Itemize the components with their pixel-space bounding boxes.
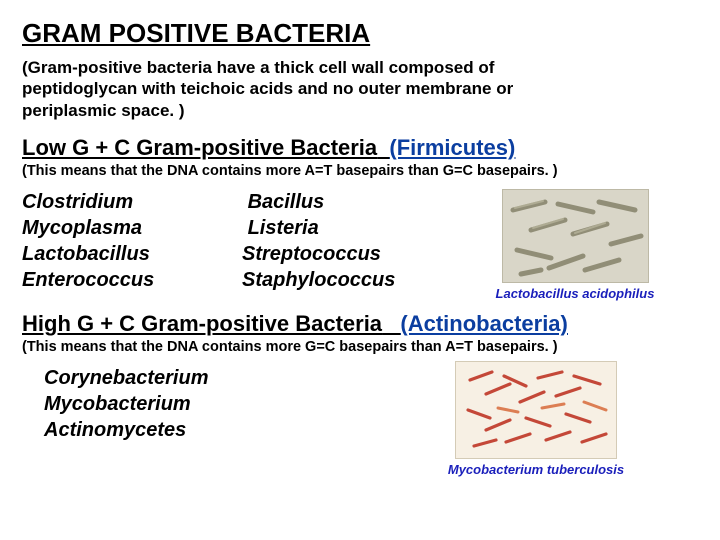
section1-genera-col1: Clostridium Mycoplasma Lactobacillus Ent… xyxy=(22,189,242,293)
rods-icon xyxy=(456,362,616,458)
title-description: (Gram-positive bacteria have a thick cel… xyxy=(22,57,582,121)
section1-genera-row: Clostridium Mycoplasma Lactobacillus Ent… xyxy=(22,189,698,301)
section1-image-col: Lactobacillus acidophilus xyxy=(452,189,698,301)
genus-item: Streptococcus xyxy=(242,241,452,267)
section2-image-col: Mycobacterium tuberculosis xyxy=(374,361,698,477)
page-title: GRAM POSITIVE BACTERIA xyxy=(22,18,698,49)
section1-heading-text: Low G + C Gram-positive Bacteria xyxy=(22,135,377,160)
genus-item: Mycoplasma xyxy=(22,215,242,241)
genus-item: Listeria xyxy=(242,215,452,241)
section2-genera-col: Corynebacterium Mycobacterium Actinomyce… xyxy=(44,365,374,443)
genus-item: Bacillus xyxy=(242,189,452,215)
genus-item: Actinomycetes xyxy=(44,417,374,443)
section1-genera-col2: Bacillus Listeria Streptococcus Staphylo… xyxy=(242,189,452,293)
lactobacillus-micrograph xyxy=(502,189,649,283)
genus-item: Clostridium xyxy=(22,189,242,215)
section2-image-caption: Mycobacterium tuberculosis xyxy=(448,462,624,477)
section1-heading: Low G + C Gram-positive Bacteria (Firmic… xyxy=(22,135,698,161)
section2-heading-text: High G + C Gram-positive Bacteria xyxy=(22,311,382,336)
section1-phylum: (Firmicutes) xyxy=(389,135,515,160)
genus-item: Mycobacterium xyxy=(44,391,374,417)
section2-phylum: (Actinobacteria) xyxy=(400,311,567,336)
section2-heading: High G + C Gram-positive Bacteria (Actin… xyxy=(22,311,698,337)
genus-item: Staphylococcus xyxy=(242,267,452,293)
genus-item: Enterococcus xyxy=(22,267,242,293)
rods-icon xyxy=(503,190,648,282)
section2-note: (This means that the DNA contains more G… xyxy=(22,339,698,355)
section2-genera-row: Corynebacterium Mycobacterium Actinomyce… xyxy=(22,365,698,477)
genus-item: Lactobacillus xyxy=(22,241,242,267)
section1-image-caption: Lactobacillus acidophilus xyxy=(496,286,655,301)
genus-item: Corynebacterium xyxy=(44,365,374,391)
section1-note: (This means that the DNA contains more A… xyxy=(22,163,698,179)
mycobacterium-micrograph xyxy=(455,361,617,459)
